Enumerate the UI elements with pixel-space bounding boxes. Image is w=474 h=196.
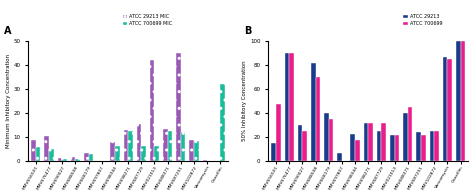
Bar — [276, 103, 281, 161]
Bar — [163, 129, 168, 161]
Bar — [382, 123, 386, 161]
Bar — [128, 131, 133, 161]
Bar — [141, 146, 146, 161]
Bar — [447, 59, 452, 161]
Bar — [71, 157, 75, 161]
Legend: ATCC 29213, ATCC 700699: ATCC 29213, ATCC 700699 — [401, 13, 443, 27]
Bar — [181, 132, 185, 161]
Bar — [434, 131, 439, 161]
Bar — [62, 159, 67, 161]
Legend: ATCC 29213 MIC, ATCC 700699 MIC: ATCC 29213 MIC, ATCC 700699 MIC — [120, 13, 173, 27]
Bar — [403, 113, 408, 161]
Bar — [429, 131, 434, 161]
Bar — [329, 119, 333, 161]
Bar — [316, 77, 320, 161]
Bar — [75, 159, 80, 161]
Bar — [289, 53, 294, 161]
Bar — [324, 113, 329, 161]
Bar — [190, 140, 194, 161]
Bar — [377, 131, 382, 161]
Bar — [368, 123, 373, 161]
Bar — [443, 56, 447, 161]
Bar — [416, 132, 421, 161]
Text: A: A — [4, 26, 11, 36]
Bar — [168, 131, 172, 161]
Bar — [176, 53, 181, 161]
Bar — [31, 140, 36, 161]
Bar — [124, 130, 128, 161]
Bar — [284, 53, 289, 161]
Bar — [89, 154, 93, 161]
Bar — [302, 131, 307, 161]
Bar — [408, 107, 412, 161]
Bar — [395, 135, 399, 161]
Y-axis label: 50% Inhibitory Concentration: 50% Inhibitory Concentration — [242, 61, 247, 142]
Bar — [456, 41, 461, 161]
Bar — [137, 124, 141, 161]
Bar — [364, 123, 368, 161]
Bar — [298, 125, 302, 161]
Text: B: B — [244, 26, 251, 36]
Bar — [311, 63, 316, 161]
Bar — [390, 135, 395, 161]
Bar — [155, 146, 159, 161]
Bar — [45, 136, 49, 161]
Bar — [202, 160, 207, 161]
Bar — [84, 153, 89, 161]
Y-axis label: Minimum Inhibitory Concentration: Minimum Inhibitory Concentration — [6, 54, 10, 148]
Bar — [150, 60, 155, 161]
Bar — [49, 149, 54, 161]
Bar — [115, 146, 119, 161]
Bar — [272, 143, 276, 161]
Bar — [36, 147, 40, 161]
Bar — [350, 134, 355, 161]
Bar — [461, 41, 465, 161]
Bar — [220, 84, 225, 161]
Bar — [337, 153, 342, 161]
Bar — [58, 158, 62, 161]
Bar — [421, 135, 426, 161]
Bar — [355, 140, 360, 161]
Bar — [194, 141, 199, 161]
Bar — [110, 142, 115, 161]
